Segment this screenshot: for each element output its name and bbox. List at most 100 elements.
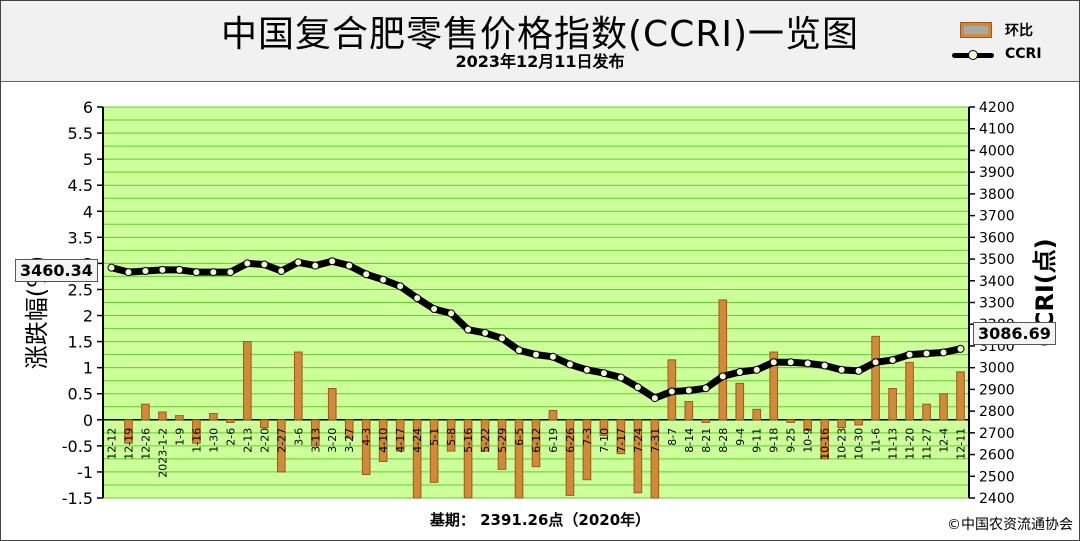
x-tick-label: 2023-1-2 [156, 428, 169, 478]
right-tick-label: 2600 [979, 448, 1015, 464]
right-tick-label: 3800 [979, 187, 1015, 203]
ccri-point-7-3 [582, 365, 591, 374]
bar-9-18 [769, 351, 779, 421]
ccri-point-12-11 [956, 344, 965, 353]
bar-6-19 [548, 409, 558, 421]
ccri-point-4-24 [413, 294, 422, 303]
ccri-point-3-6 [294, 258, 303, 267]
right-tick-label: 3000 [979, 361, 1015, 377]
ccri-point-4-3 [362, 270, 371, 279]
bar-7-3 [582, 419, 592, 481]
right-tick-label: 2800 [979, 404, 1015, 420]
right-tick-label: 3500 [979, 252, 1015, 268]
bar-1-9 [175, 415, 184, 421]
ccri-point-10-9 [803, 359, 812, 368]
ccri-point-11-20 [905, 350, 914, 359]
bar-1-30 [209, 413, 218, 421]
x-tick-label: 4-10 [377, 428, 390, 453]
x-tick-label: 9-18 [768, 428, 781, 453]
x-tick-label: 7-3 [581, 428, 594, 446]
left-tick-label: -1.5 [62, 489, 93, 508]
bar-12-11 [956, 371, 965, 421]
legend-bar-label: 环比 [1005, 23, 1033, 39]
x-tick-label: 3-13 [309, 428, 322, 453]
right-tick-label: 2500 [979, 469, 1015, 485]
ccri-point-6-26 [565, 360, 574, 369]
left-tick-label: 0.5 [68, 385, 93, 404]
ccri-point-5-29 [498, 334, 507, 343]
ccri-point-2023-1-2 [158, 265, 167, 274]
x-tick-label: 11-27 [921, 428, 934, 460]
ccri-point-1-30 [209, 268, 218, 277]
x-tick-label: 7-31 [649, 428, 662, 453]
left-tick-label: -1 [77, 463, 93, 482]
first-value-callout: 3460.34 [15, 259, 98, 282]
right-tick-label: 3400 [979, 274, 1015, 290]
x-tick-label: 1-9 [173, 428, 186, 446]
bar-3-27 [344, 419, 354, 439]
ccri-point-12-12 [107, 263, 116, 272]
bar-2-6 [226, 419, 235, 423]
right-tick-label: 4200 [979, 100, 1015, 116]
x-tick-label: 3-27 [343, 428, 356, 453]
left-tick-label: 1 [83, 359, 93, 378]
ccri-point-11-13 [888, 356, 897, 365]
ccri-point-6-19 [548, 352, 557, 361]
bar-10-30 [854, 419, 863, 426]
x-tick-label: 8-28 [717, 428, 730, 453]
bar-12-19 [124, 419, 133, 444]
ccri-point-6-5 [515, 346, 524, 355]
bar-9-25 [786, 419, 796, 423]
copyright-note: ©中国农资流通协会 [947, 517, 1073, 533]
x-tick-label: 11-20 [904, 428, 917, 460]
x-tick-label: 2-13 [241, 428, 254, 453]
bar-6-12 [531, 419, 541, 468]
ccri-point-8-21 [701, 384, 710, 393]
ccri-point-5-16 [464, 325, 473, 334]
x-tick-label: 5-22 [479, 428, 492, 453]
bar-7-17 [616, 419, 626, 455]
x-tick-label: 4-17 [394, 428, 407, 453]
bar-1-16 [192, 419, 201, 444]
ccri-point-2-6 [226, 268, 235, 277]
bar-4-17 [395, 419, 405, 452]
ccri-point-3-20 [328, 257, 337, 266]
legend-line-label: CCRI [1005, 46, 1042, 62]
x-tick-label: 10-16 [819, 428, 832, 460]
ccri-point-7-31 [650, 394, 659, 403]
last-value-callout: 3086.69 [973, 322, 1056, 345]
right-tick-label: 2900 [979, 382, 1015, 398]
left-tick-label: 4 [83, 202, 93, 221]
x-tick-label: 7-17 [615, 428, 628, 453]
x-tick-label: 11-13 [887, 428, 900, 460]
x-tick-label: 2-6 [224, 428, 237, 446]
bar-9-4 [735, 382, 745, 421]
left-tick-label: 1.5 [68, 333, 93, 352]
bar-10-16 [820, 419, 829, 460]
bar-5-8 [446, 419, 456, 452]
ccri-point-12-19 [124, 268, 133, 277]
bar-3-6 [293, 351, 303, 421]
ccri-point-8-28 [718, 372, 727, 381]
right-tick-label: 2700 [979, 426, 1015, 442]
ccri-point-7-24 [633, 383, 642, 392]
x-tick-label: 5-1 [428, 428, 441, 446]
ccri-point-4-17 [396, 282, 405, 291]
base-period-note: 基期： 2391.26点（2020年） [429, 511, 651, 529]
chart-title: 中国复合肥零售价格指数(CCRI)一览图 [221, 14, 859, 55]
ccri-point-8-7 [667, 387, 676, 396]
x-tick-label: 9-4 [734, 428, 747, 446]
bar-2-13 [243, 341, 252, 421]
ccri-point-3-27 [345, 261, 354, 270]
left-tick-label: -0.5 [62, 437, 93, 456]
x-tick-label: 10-23 [836, 428, 849, 460]
x-tick-label: 12-19 [122, 428, 135, 460]
x-tick-label: 1-30 [207, 428, 220, 453]
x-tick-label: 10-9 [802, 428, 815, 453]
right-tick-label: 3300 [979, 296, 1015, 312]
x-tick-label: 6-19 [547, 428, 560, 453]
ccri-point-12-4 [939, 348, 948, 357]
ccri-point-8-14 [684, 386, 693, 395]
bar-4-10 [378, 419, 388, 463]
